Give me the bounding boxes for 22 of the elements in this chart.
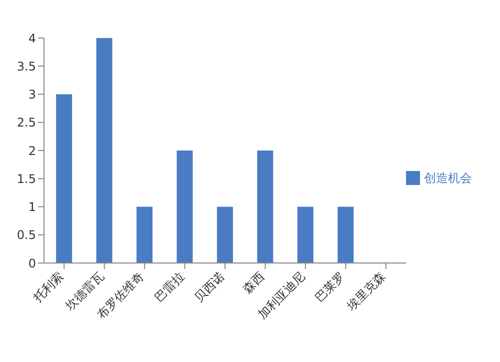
y-tick-label: 1	[28, 200, 36, 214]
y-tick-label: 3.5	[16, 59, 36, 74]
bar	[136, 206, 153, 263]
bar	[216, 206, 233, 263]
y-tick-label: 0	[28, 256, 36, 270]
legend-label: 创造机会	[424, 170, 472, 184]
x-tick-label: 贝西诺	[192, 269, 228, 305]
x-tick-label: 托利索	[30, 269, 66, 306]
y-tick-label: 4	[28, 31, 36, 46]
x-tick-label: 森西	[240, 269, 268, 296]
y-tick-label: 2.5	[16, 116, 36, 130]
bar	[297, 206, 314, 263]
y-tick-label: 0.5	[16, 228, 36, 242]
bar	[96, 38, 112, 263]
y-tick-label: 2	[28, 144, 36, 158]
bar	[56, 94, 72, 263]
y-tick-label: 1.5	[16, 172, 36, 186]
bar	[176, 150, 193, 263]
bar	[257, 150, 274, 263]
x-tick-label: 巴雷拉	[152, 269, 187, 305]
bar	[338, 206, 354, 263]
y-tick-label: 3	[28, 88, 36, 102]
